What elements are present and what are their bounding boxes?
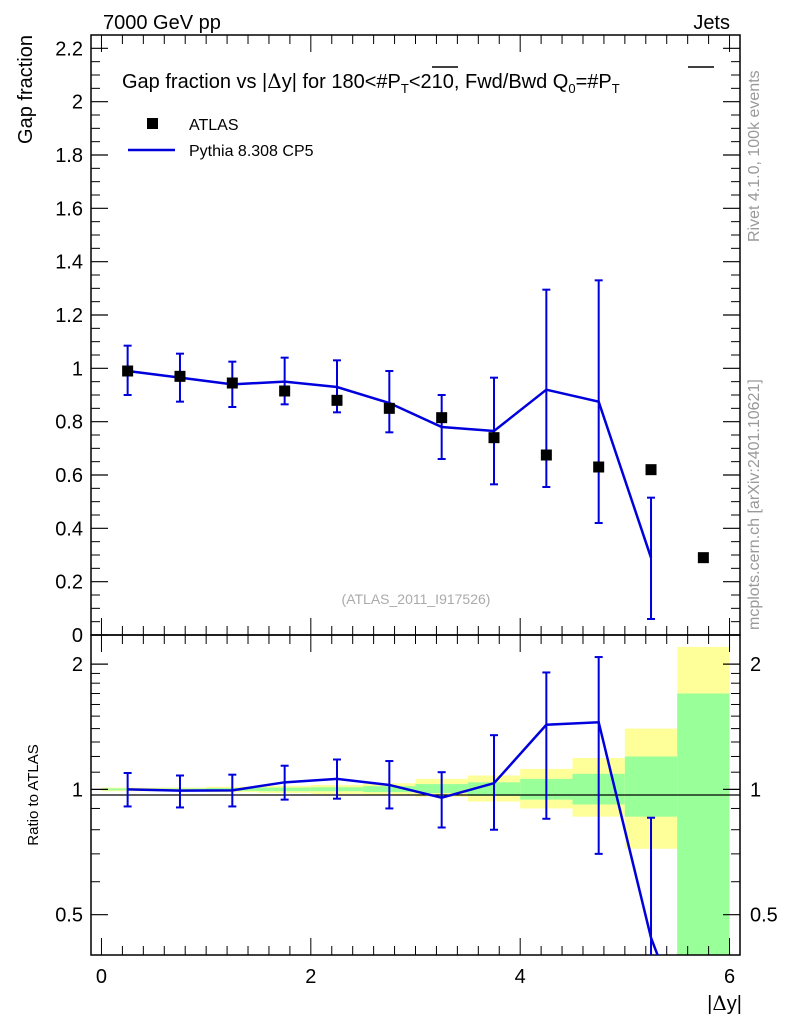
ratio-clipped-marks bbox=[123, 656, 659, 955]
atlas-data-point bbox=[226, 377, 238, 389]
ratio-panel: 0 2 4 6 0.5 0.5 1 1 2 2 Ratio to ATLAS |Δy| bbox=[25, 634, 778, 1015]
ratio-y-tick-label: 1 bbox=[750, 779, 761, 801]
ratio-band-inner bbox=[624, 756, 678, 817]
x-tick-label: 2 bbox=[305, 966, 316, 988]
main-panel: 0 0.2 0.4 0.6 0.8 1 1.2 1.4 1.6 1.8 2 2.2 Gap fract… bbox=[15, 34, 741, 647]
ratio-band-inner bbox=[677, 693, 730, 955]
atlas-data-point bbox=[436, 412, 448, 424]
ratio-line bbox=[127, 720, 659, 955]
x-tick-label: 6 bbox=[724, 966, 735, 988]
ratio-y-tick-label: 2 bbox=[72, 654, 83, 676]
ratio-y-tick-label: 0.5 bbox=[750, 905, 778, 927]
ratio-y-tick-label: 1 bbox=[72, 779, 83, 801]
title-sub: T bbox=[612, 81, 620, 96]
main-y-tick-label: 0.8 bbox=[55, 412, 83, 434]
main-y-tick-label: 1.4 bbox=[55, 252, 83, 274]
title-part: =# bbox=[576, 71, 600, 93]
atlas-data-point bbox=[488, 432, 500, 444]
title-pt: P bbox=[388, 71, 401, 93]
x-tick-label: 4 bbox=[515, 966, 526, 988]
title-part: Gap fraction vs | bbox=[122, 71, 267, 93]
main-y-tick-label: 2 bbox=[72, 92, 83, 114]
atlas-data-point bbox=[697, 552, 709, 564]
main-y-tick-label: 0.6 bbox=[55, 465, 83, 487]
atlas-data-point bbox=[593, 461, 605, 473]
legend-marker-atlas bbox=[147, 118, 158, 129]
main-y-tick-label: 0 bbox=[72, 625, 83, 647]
ratio-axis-layer: 0 2 4 6 0.5 0.5 1 1 2 2 bbox=[55, 635, 778, 988]
x-axis-label: |Δy| bbox=[707, 991, 742, 1015]
atlas-data-point bbox=[122, 365, 134, 377]
main-y-tick-label: 1.6 bbox=[55, 198, 83, 220]
title-sub: T bbox=[401, 81, 409, 96]
ratio-y-axis-label: Ratio to ATLAS bbox=[25, 744, 42, 845]
atlas-data-point bbox=[645, 464, 657, 476]
collision-energy-label: 7000 GeV pp bbox=[103, 12, 221, 34]
main-title: Gap fraction vs |Δy| for 180<#PT<210, Fw… bbox=[122, 69, 620, 96]
ratio-marks-layer bbox=[123, 656, 659, 955]
legend-label-pythia: Pythia 8.308 CP5 bbox=[189, 143, 314, 160]
x-label-delta: Δ bbox=[712, 991, 726, 1015]
main-y-tick-label: 1 bbox=[72, 358, 83, 380]
main-y-tick-label: 2.2 bbox=[55, 38, 83, 60]
main-y-tick-label: 1.8 bbox=[55, 145, 83, 167]
ratio-y-tick-label: 2 bbox=[750, 654, 761, 676]
ratio-panel-frame bbox=[90, 634, 741, 956]
main-y-tick-label: 0.4 bbox=[55, 518, 83, 540]
main-y-axis-label: Gap fraction bbox=[15, 35, 37, 144]
atlas-data-point bbox=[383, 402, 395, 414]
title-delta: Δ bbox=[267, 69, 281, 93]
main-marks-layer bbox=[122, 279, 709, 620]
atlas-data-point bbox=[279, 385, 291, 397]
title-sub: 0 bbox=[568, 81, 575, 96]
process-label: Jets bbox=[693, 12, 730, 34]
main-axis-layer: 0 0.2 0.4 0.6 0.8 1 1.2 1.4 1.6 1.8 2 2.2 bbox=[55, 35, 740, 647]
ratio-y-tick-label: 0.5 bbox=[55, 905, 83, 927]
title-part: <210, Fwd/Bwd Q bbox=[409, 71, 569, 93]
atlas-data-point bbox=[174, 370, 186, 382]
title-pt: P bbox=[598, 71, 611, 93]
ratio-band-layer bbox=[101, 646, 730, 955]
analysis-watermark: (ATLAS_2011_I917526) bbox=[342, 591, 491, 607]
main-y-tick-label: 0.2 bbox=[55, 572, 83, 594]
atlas-data-point bbox=[331, 394, 343, 406]
mcplots-source-note: mcplots.cern.ch [arXiv:2401.10621] bbox=[746, 379, 763, 630]
legend: ATLAS Pythia 8.308 CP5 bbox=[128, 117, 314, 160]
x-label-part: | bbox=[707, 993, 712, 1015]
legend-label-atlas: ATLAS bbox=[189, 117, 239, 134]
rivet-version-note: Rivet 4.1.0, 100k events bbox=[746, 70, 763, 242]
x-label-part: y| bbox=[727, 993, 742, 1015]
x-tick-label: 0 bbox=[96, 966, 107, 988]
title-part: y| for 180<# bbox=[282, 71, 389, 93]
atlas-data-point bbox=[540, 449, 552, 461]
main-y-tick-label: 1.2 bbox=[55, 305, 83, 327]
